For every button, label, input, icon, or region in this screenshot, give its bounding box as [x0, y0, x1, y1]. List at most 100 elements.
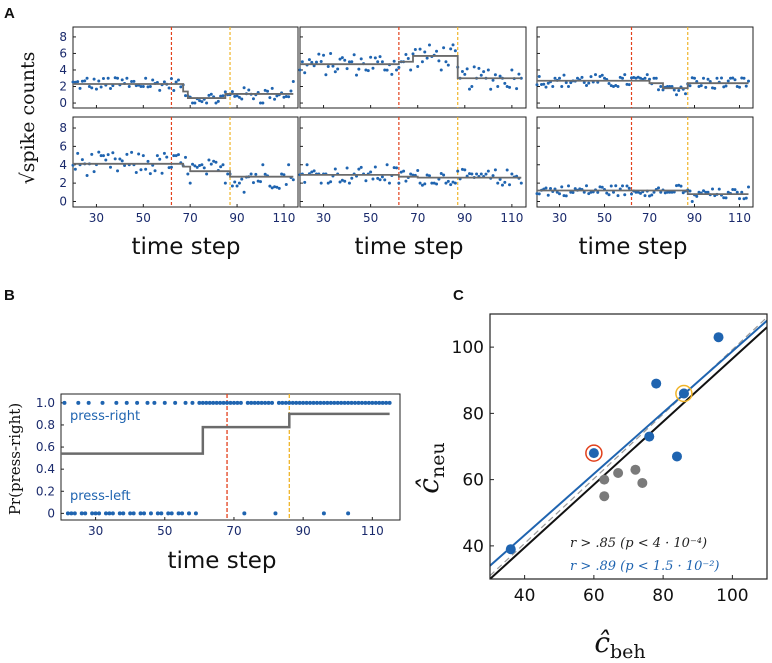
x-tick-label: 50: [363, 211, 378, 225]
spike-dot: [510, 172, 514, 176]
spike-dot: [724, 84, 728, 88]
spike-dot: [116, 169, 120, 173]
press-left-dot: [121, 511, 126, 516]
press-right-dot: [231, 400, 236, 405]
spike-dot: [345, 166, 349, 170]
spike-dot: [722, 85, 726, 89]
press-right-dot: [86, 400, 91, 405]
spike-dot: [392, 59, 396, 63]
spike-dot: [282, 95, 286, 99]
spike-dot: [191, 162, 195, 166]
spike-dot: [630, 192, 633, 196]
spike-dot: [505, 168, 509, 172]
spike-dot: [369, 55, 373, 59]
spike-dot: [191, 101, 195, 105]
spike-dot: [479, 172, 483, 176]
x-tick-label: 90: [296, 524, 311, 538]
spike-dot: [711, 86, 714, 90]
spike-dot: [666, 85, 669, 89]
spike-dot: [338, 180, 342, 184]
spike-dot: [427, 43, 431, 47]
panel-b-ylabel: Pr(press-right): [6, 403, 24, 515]
frame-c: [489, 313, 768, 580]
spike-dot: [345, 67, 349, 71]
spike-dot: [314, 60, 318, 64]
highlight-red-ring: [585, 444, 603, 462]
spike-dot: [666, 190, 669, 194]
spike-dot: [616, 194, 620, 198]
spike-dot: [627, 83, 631, 87]
spike-dot: [659, 190, 663, 194]
spike-dot: [657, 186, 660, 190]
step-line: [537, 189, 749, 196]
spike-dot: [254, 172, 258, 176]
spike-dot: [298, 68, 302, 72]
spike-dot: [106, 153, 110, 157]
stat-blue: r > .89 (p < 1.5 · 10⁻²): [570, 559, 720, 574]
spike-dot: [179, 85, 183, 89]
spike-dot: [174, 154, 178, 158]
spike-dot: [307, 58, 311, 62]
spike-dot: [144, 76, 148, 80]
spike-dot: [176, 153, 180, 157]
spike-dot: [373, 165, 377, 169]
spike-dot: [612, 85, 615, 89]
spike-dot: [444, 181, 448, 185]
spike-dot: [668, 85, 672, 89]
spike-dot: [729, 76, 732, 80]
spike-dot: [406, 56, 410, 60]
spike-dot: [726, 190, 730, 194]
spike-dot: [141, 85, 145, 89]
press-right-dot: [266, 400, 271, 405]
x-tick-label: 70: [183, 211, 198, 225]
panel-a-xlabel-2: time step: [354, 234, 463, 260]
press-right-dot: [270, 400, 275, 405]
spike-dot: [392, 166, 396, 170]
spike-dot: [249, 172, 253, 176]
spike-dot: [371, 177, 375, 181]
spike-dot: [738, 197, 741, 201]
spike-dot: [690, 199, 694, 203]
y-tick-label: 2: [59, 176, 67, 190]
spike-dot: [291, 79, 295, 83]
spike-dot: [612, 190, 615, 194]
x-tick-label: 90: [229, 211, 244, 225]
spike-dot: [747, 185, 750, 189]
spike-dot: [720, 76, 723, 80]
spike-dot: [735, 190, 739, 194]
press-right-dot: [339, 400, 344, 405]
prob-step-line: [61, 412, 390, 455]
spike-dot: [355, 73, 358, 77]
spike-dot: [92, 77, 96, 81]
press-right-dot: [290, 400, 295, 405]
spike-dot: [420, 60, 424, 64]
spike-dot: [219, 165, 223, 169]
press-left-dot: [110, 511, 115, 516]
spike-dot: [456, 169, 460, 173]
press-left-dot: [103, 511, 108, 516]
spike-dot: [343, 179, 347, 183]
blue-point: [644, 431, 655, 442]
spike-dot: [715, 76, 719, 80]
press-right-dot: [342, 400, 347, 405]
spike-dot: [423, 50, 427, 54]
y-tick-label: 6: [59, 46, 67, 60]
press-right-dot: [152, 400, 157, 405]
spike-dot: [212, 159, 216, 163]
spike-dot: [479, 73, 483, 77]
press-right-dot: [294, 400, 299, 405]
press-left-dot: [79, 511, 84, 516]
spike-dot: [284, 183, 288, 187]
spike-dot: [639, 191, 642, 195]
spike-dot: [580, 75, 584, 79]
spike-dot: [695, 194, 699, 198]
press-left-dot: [107, 511, 112, 516]
spike-dot: [207, 158, 211, 162]
subplot-frame: [299, 116, 527, 208]
spike-dot: [169, 77, 173, 81]
press-right-dot: [373, 400, 378, 405]
spike-dot: [553, 76, 557, 80]
spike-dot: [510, 68, 514, 72]
spike-dot: [209, 92, 213, 96]
spike-dot: [540, 82, 543, 86]
